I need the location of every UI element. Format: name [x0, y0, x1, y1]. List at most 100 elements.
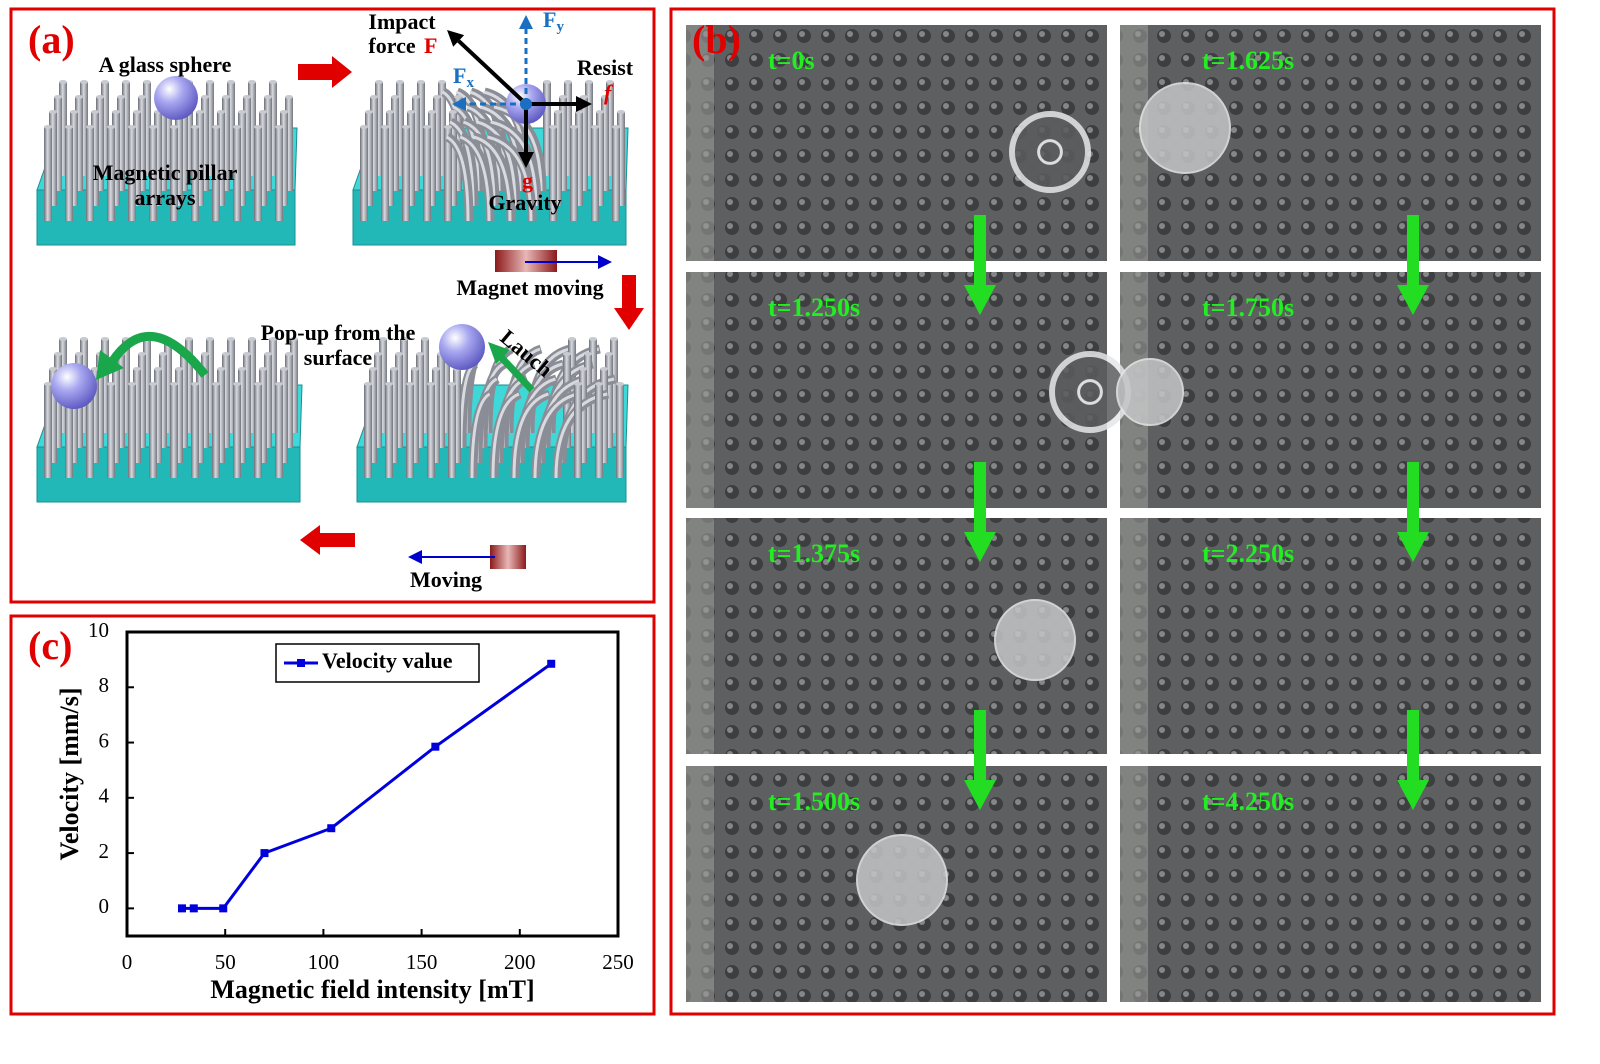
panel-label: (b) — [692, 17, 741, 62]
panel-c-frame — [9, 614, 656, 1016]
pillar — [605, 354, 613, 448]
bent-pillar-highlight — [487, 135, 533, 222]
sphere-image-core — [1077, 379, 1103, 405]
bent-pillar-highlight — [491, 392, 520, 479]
pillar — [227, 82, 235, 176]
pillar — [80, 82, 88, 176]
pillar — [400, 339, 408, 433]
x-tick-label: 150 — [406, 950, 438, 974]
time-label: t=0s — [768, 46, 815, 75]
pillar — [254, 384, 262, 478]
data-point — [547, 659, 556, 668]
pillar — [375, 82, 383, 176]
pillar — [201, 354, 209, 448]
pillar-cap — [59, 80, 67, 84]
pillar — [407, 112, 415, 206]
data-point — [189, 904, 198, 913]
pillar-cap — [101, 337, 109, 341]
pillar — [554, 112, 562, 206]
pillar — [233, 384, 241, 478]
pillar-cap — [238, 110, 246, 114]
x-tick-label: 200 — [504, 950, 536, 974]
pillar-cap — [248, 80, 256, 84]
pillar — [449, 112, 457, 206]
pillar — [391, 97, 399, 191]
pillar-cap — [595, 382, 603, 386]
sequence-arrow — [1407, 710, 1419, 782]
pillar-cap — [269, 337, 277, 341]
pillar — [417, 82, 425, 176]
sequence-arrow — [1407, 215, 1419, 287]
arrow-head — [598, 255, 612, 269]
pillar — [432, 369, 440, 463]
pillar-cap — [396, 80, 404, 84]
pillar — [381, 127, 389, 221]
arrow-head — [452, 97, 466, 111]
pillar-cap — [374, 352, 382, 356]
pillar — [402, 127, 410, 221]
pillar-cap — [101, 80, 109, 84]
pillar-cap — [128, 125, 136, 129]
pillar-cap — [381, 125, 389, 129]
pillar-cap — [91, 367, 99, 371]
pillar-cap — [44, 125, 52, 129]
pillar — [227, 339, 235, 433]
sphere-image — [1009, 111, 1091, 193]
pillar-cap — [206, 80, 214, 84]
pillar-cap — [275, 125, 283, 129]
pillar — [112, 369, 120, 463]
photo-edge — [686, 272, 714, 508]
sphere-image-core — [1037, 139, 1063, 165]
pillar-cap — [385, 382, 393, 386]
annotation: Resist — [577, 55, 634, 80]
pillar-cap — [612, 125, 620, 129]
annotation: F — [453, 63, 466, 88]
photo-grid: t=0s t=1.625s t=1.250s t=1.750s t=1.375s t=2.… — [686, 25, 1541, 1002]
pillar-cap — [432, 367, 440, 371]
pillar-cap — [222, 95, 230, 99]
pillar — [433, 97, 441, 191]
pillar-cap — [107, 382, 115, 386]
pillar — [86, 127, 94, 221]
pillar-cap — [196, 110, 204, 114]
sequence-arrow — [974, 462, 986, 534]
force-origin — [520, 98, 532, 110]
pillar — [591, 127, 599, 221]
pillar — [154, 369, 162, 463]
arrow-head — [576, 96, 592, 112]
pillar — [416, 354, 424, 448]
pillar — [280, 112, 288, 206]
pillar-cap — [605, 352, 613, 356]
pillar — [154, 112, 162, 206]
pillar — [385, 384, 393, 478]
arrow-head — [488, 342, 510, 364]
time-label: t=1.500s — [768, 787, 860, 816]
pillar — [138, 97, 146, 191]
pillar — [44, 127, 52, 221]
pillar-cap — [185, 337, 193, 341]
pillar-cap — [585, 80, 593, 84]
pillar-cap — [568, 337, 576, 341]
pillar-cap — [227, 337, 235, 341]
pillar — [412, 97, 420, 191]
pillar — [175, 112, 183, 206]
pillar-cap — [170, 125, 178, 129]
pillar-cap — [107, 125, 115, 129]
pillar — [185, 82, 193, 176]
time-label: t=2.250s — [1202, 539, 1294, 568]
data-point — [177, 904, 186, 913]
pillar-cap — [254, 125, 262, 129]
time-label: t=4.250s — [1202, 787, 1294, 816]
pillar-cap — [406, 382, 414, 386]
pillar — [91, 112, 99, 206]
bent-pillar-highlight — [452, 105, 480, 192]
pillar-cap — [254, 382, 262, 386]
pillar — [138, 354, 146, 448]
pillar — [428, 112, 436, 206]
annotation: surface — [304, 345, 373, 370]
pillar-cap — [416, 352, 424, 356]
pillar — [243, 354, 251, 448]
pillar — [117, 354, 125, 448]
pillar — [453, 369, 461, 463]
sequence-arrow — [1407, 462, 1419, 534]
